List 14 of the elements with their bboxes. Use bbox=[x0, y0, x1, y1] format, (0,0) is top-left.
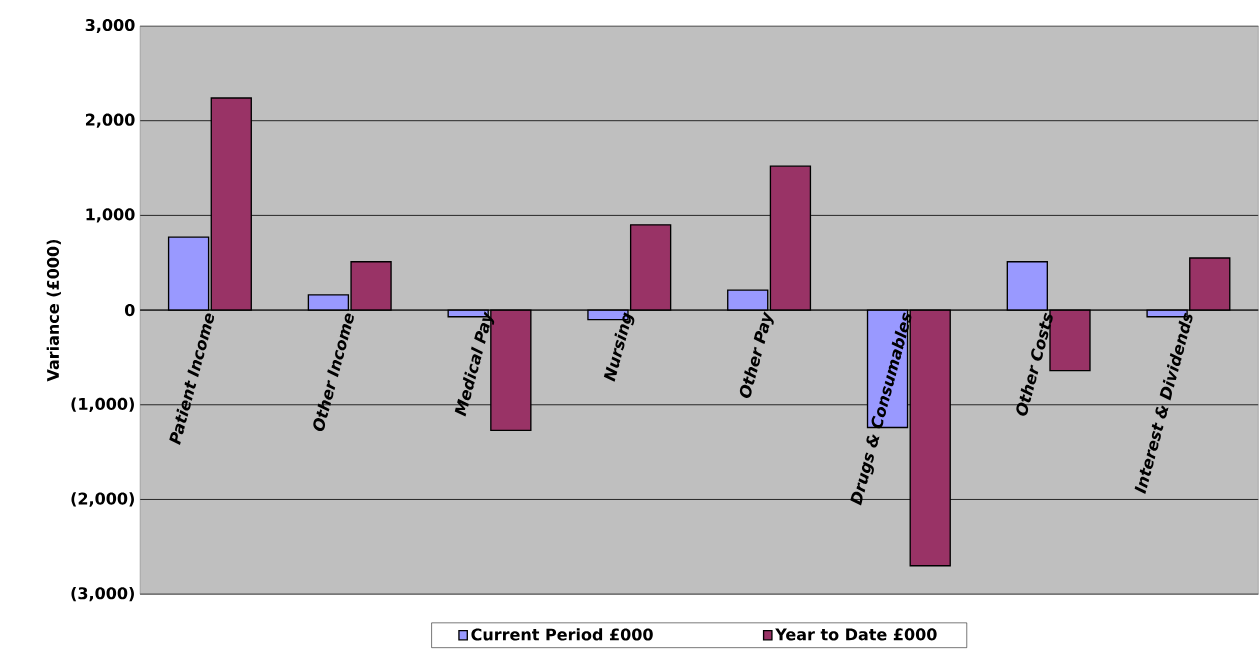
x-tick-label: Patient Income bbox=[169, 313, 214, 445]
y-tick-label: 1,000 bbox=[86, 208, 135, 223]
y-tick-label: (2,000) bbox=[71, 492, 134, 507]
legend-label: Current Period £000 bbox=[471, 628, 653, 641]
y-tick-label: 2,000 bbox=[85, 113, 135, 128]
y-tick-label: 3,000 bbox=[85, 18, 135, 34]
y-tick-label: (3,000) bbox=[71, 586, 134, 602]
x-tick-label: Other Income bbox=[313, 313, 354, 432]
y-axis-title: Variance (£000) bbox=[46, 239, 61, 382]
y-tick-label: (1,000) bbox=[71, 397, 134, 412]
y-tick-label: 0 bbox=[124, 303, 135, 317]
x-tick-label: Other Pay bbox=[739, 311, 774, 398]
legend-label: Year to Date £000 bbox=[775, 628, 937, 641]
x-tick-label: Other Costs bbox=[1016, 312, 1053, 416]
